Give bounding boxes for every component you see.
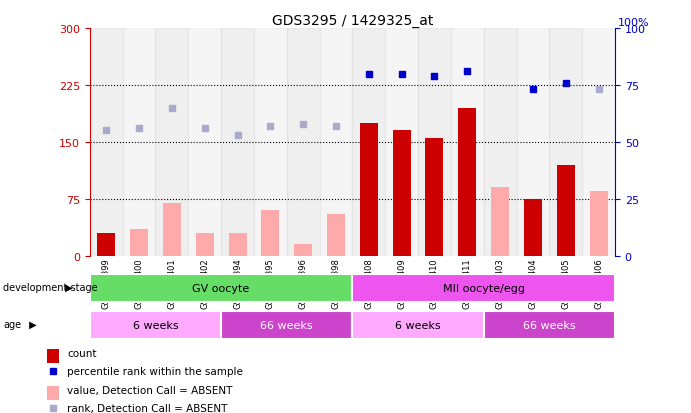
Bar [90,311,221,339]
Bar [261,211,279,256]
Bar [549,29,582,256]
Text: rank, Detection Call = ABSENT: rank, Detection Call = ABSENT [67,404,227,413]
Bar [426,139,444,256]
Bar [122,29,155,256]
Bar [385,29,418,256]
Bar [418,29,451,256]
Bar [287,29,319,256]
Bar [196,233,214,256]
Bar [352,29,385,256]
Bar [484,29,516,256]
Text: 100%: 100% [618,17,650,28]
Bar [90,29,122,256]
Bar [97,233,115,256]
Bar [491,188,509,256]
Text: percentile rank within the sample: percentile rank within the sample [67,366,243,376]
Bar [360,123,378,256]
Text: value, Detection Call = ABSENT: value, Detection Call = ABSENT [67,385,232,395]
Bar [130,230,148,256]
Bar [589,192,607,256]
Text: GV oocyte: GV oocyte [193,283,249,293]
Bar [229,233,247,256]
Bar [319,29,352,256]
Text: MII oocyte/egg: MII oocyte/egg [443,283,524,293]
Text: 6 weeks: 6 weeks [395,320,441,330]
Bar [557,165,575,256]
Bar [524,199,542,256]
Bar [392,131,410,256]
Bar [254,29,287,256]
Bar [221,29,254,256]
Bar [451,29,484,256]
Text: age: age [3,319,21,329]
Bar [582,29,615,256]
Text: count: count [67,348,96,358]
Text: development stage: development stage [3,282,98,292]
Text: ▶: ▶ [26,319,37,329]
Bar [188,29,221,256]
Bar [47,349,59,363]
Title: GDS3295 / 1429325_at: GDS3295 / 1429325_at [272,14,433,28]
Bar [90,274,352,302]
Text: 66 weeks: 66 weeks [261,320,313,330]
Text: 6 weeks: 6 weeks [133,320,178,330]
Bar [163,203,181,256]
Bar [516,29,549,256]
Bar [352,274,615,302]
Bar [294,244,312,256]
Bar [221,311,352,339]
Text: ▶: ▶ [62,282,73,292]
Bar [484,311,615,339]
Bar [327,214,345,256]
Bar [458,108,476,256]
Text: 66 weeks: 66 weeks [523,320,576,330]
Bar [47,386,59,401]
Bar [155,29,188,256]
Bar [352,311,484,339]
